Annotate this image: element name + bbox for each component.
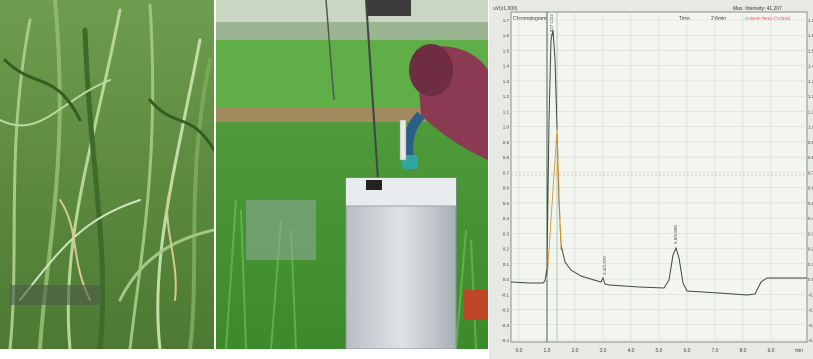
x-tick-label: 1.0: [544, 348, 551, 354]
column-temp-label: Column Temp (°C/min): [745, 16, 791, 21]
y-tick-label: 1.5: [808, 48, 813, 53]
y-tick-label: 0.0: [503, 277, 510, 282]
y-tick-label: 0.8: [503, 155, 510, 160]
rice-plant-illustration: [0, 0, 214, 349]
y-tick-label: 0.5: [808, 201, 813, 206]
chromatogram-panel: uV(x1,000) Chromatogram Max. Intensity: …: [489, 0, 813, 359]
y-tick-label: 0.2: [503, 247, 510, 252]
y-tick-label: 1.7: [808, 18, 813, 23]
y-tick-label: -0.4: [501, 338, 509, 343]
y-tick-label: 0.5: [503, 201, 510, 206]
y-tick-label: -0.3: [501, 323, 509, 328]
x-tick-label: min: [795, 348, 803, 354]
y-tick-label: 0.7: [503, 170, 510, 175]
y-tick-label: 0.7: [808, 170, 813, 175]
x-tick-label: 8.0: [740, 348, 747, 354]
peak-label: 3.4/3.370: [602, 256, 607, 275]
x-tick-label: 6.0: [684, 348, 691, 354]
y-tick-label: 0.9: [503, 140, 510, 145]
rice-plant-photo: [0, 0, 214, 349]
y-tick-label: -0.4: [808, 338, 813, 343]
y-tick-label: 0.4: [808, 216, 813, 221]
chromatogram-chart: uV(x1,000) Chromatogram Max. Intensity: …: [489, 0, 813, 359]
y-tick-label: 0.6: [503, 186, 510, 191]
y-tick-label: 1.3: [808, 79, 813, 84]
y-tick-label: 1.6: [503, 33, 510, 38]
x-tick-label: 7.0: [712, 348, 719, 354]
y-tick-label: 0.4: [503, 216, 510, 221]
y-tick-label: 1.7: [503, 18, 510, 23]
chromatogram-title: Chromatogram: [513, 16, 546, 22]
field-scene-illustration: [216, 0, 488, 349]
y-tick-label: 0.0: [808, 277, 813, 282]
y-tick-label: 1.2: [503, 94, 510, 99]
y-tick-label: 1.4: [503, 64, 510, 69]
time-header: Time: [679, 16, 690, 22]
x-tick-label: 4.0: [628, 348, 635, 354]
peak-highlight: [546, 129, 562, 281]
y-tick-label: 1.0: [503, 125, 510, 130]
min-header: 2.6min: [711, 16, 726, 22]
y-tick-label: -0.1: [501, 292, 509, 297]
y-tick-label: 0.9: [808, 140, 813, 145]
max-intensity-label: Max. Intensity: 41,207: [733, 6, 782, 12]
y-tick-label: 1.1: [808, 109, 813, 114]
x-tick-label: 2.0: [572, 348, 579, 354]
y-tick-label: -0.2: [501, 308, 509, 313]
x-tick-label: 0.0: [516, 348, 523, 354]
y-tick-label: 1.1: [503, 109, 510, 114]
y-tick-label: 0.2: [808, 247, 813, 252]
y-tick-label: 1.3: [503, 79, 510, 84]
y-tick-label: -0.2: [808, 308, 813, 313]
y-tick-label: 0.3: [503, 231, 510, 236]
chromatogram-trace: [510, 29, 807, 296]
y-tick-label: 0.1: [503, 262, 510, 267]
y-tick-label: 1.5: [503, 48, 510, 53]
y-tick-label: 1.2: [808, 94, 813, 99]
peak-label: 5.8/5.800: [673, 225, 678, 244]
y-tick-label: 1.4: [808, 64, 813, 69]
x-tick-label: 9.0: [768, 348, 775, 354]
y-tick-label: 0.6: [808, 186, 813, 191]
y-tick-label: -0.1: [808, 292, 813, 297]
y-tick-label: 0.8: [808, 155, 813, 160]
x-tick-label: 3.0: [600, 348, 607, 354]
y-tick-label: 1.0: [808, 125, 813, 130]
x-tick-label: 5.0: [656, 348, 663, 354]
y-tick-label: 0.1: [808, 262, 813, 267]
y-tick-label: 1.6: [808, 33, 813, 38]
field-sampling-photo: [216, 0, 488, 349]
y-axis-unit-label: uV(x1,000): [493, 6, 518, 12]
y-tick-label: 0.3: [808, 231, 813, 236]
peak-label: 1.927 CO2: [549, 14, 554, 36]
y-tick-label: -0.3: [808, 323, 813, 328]
